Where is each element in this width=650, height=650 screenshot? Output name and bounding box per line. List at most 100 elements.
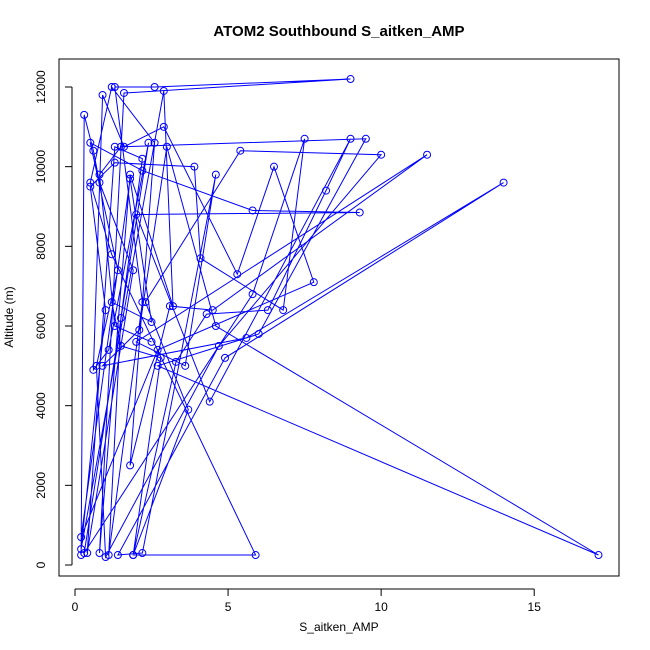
data-point xyxy=(116,314,125,323)
data-point xyxy=(190,162,199,171)
data-point xyxy=(205,397,214,406)
data-point xyxy=(211,170,220,179)
data-point xyxy=(80,110,89,119)
data-point xyxy=(83,549,92,558)
data-point xyxy=(153,361,162,370)
data-point xyxy=(300,134,309,143)
data-point xyxy=(80,549,89,558)
data-point xyxy=(172,357,181,366)
data-point xyxy=(248,206,257,215)
data-point xyxy=(116,341,125,350)
chart-title: ATOM2 Southbound S_aitken_AMP xyxy=(213,23,464,40)
data-point xyxy=(196,254,205,263)
data-point xyxy=(135,325,144,334)
series-line xyxy=(80,78,599,559)
data-point xyxy=(208,306,217,315)
data-point xyxy=(168,302,177,311)
data-point xyxy=(110,322,119,330)
data-point xyxy=(86,138,95,147)
data-point xyxy=(86,182,95,191)
data-point xyxy=(594,551,603,560)
data-point xyxy=(162,142,171,151)
data-point xyxy=(113,266,122,275)
y-tick-label: 2000 xyxy=(34,472,48,499)
plot-frame xyxy=(58,58,620,577)
data-point xyxy=(129,551,138,560)
data-point xyxy=(251,551,260,560)
data-point xyxy=(254,329,263,338)
y-tick-label: 10000 xyxy=(34,150,48,184)
x-axis-label: S_aitken_AMP xyxy=(299,620,378,634)
series-layer xyxy=(77,75,603,562)
data-point xyxy=(92,361,101,370)
data-point xyxy=(107,298,116,307)
data-point xyxy=(322,186,331,195)
data-point xyxy=(377,150,386,159)
data-point xyxy=(86,178,95,187)
data-point xyxy=(138,549,147,558)
data-point xyxy=(221,353,230,362)
data-point xyxy=(263,306,272,315)
data-point xyxy=(309,278,318,287)
y-tick-label: 8000 xyxy=(34,233,48,260)
data-point xyxy=(119,142,128,151)
data-point xyxy=(104,345,113,354)
x-tick-label: 15 xyxy=(528,600,542,614)
data-point xyxy=(214,341,223,350)
data-point xyxy=(107,250,116,259)
data-point xyxy=(138,166,147,175)
y-tick-label: 4000 xyxy=(34,392,48,419)
data-point xyxy=(355,208,364,217)
data-point xyxy=(126,461,135,470)
y-axis-label: Altitude (m) xyxy=(2,286,16,347)
data-point xyxy=(153,345,162,354)
data-point xyxy=(126,174,135,183)
data-point xyxy=(147,318,156,327)
data-point xyxy=(159,86,168,95)
data-point xyxy=(95,549,104,558)
data-point xyxy=(202,310,211,319)
data-point xyxy=(110,83,119,91)
data-point xyxy=(147,337,156,346)
data-point xyxy=(116,142,125,151)
x-axis: 0 5 10 15 xyxy=(72,588,542,614)
data-point xyxy=(156,353,165,362)
data-point xyxy=(499,178,508,187)
data-point xyxy=(95,178,104,187)
data-point xyxy=(138,298,147,307)
data-point xyxy=(233,270,242,279)
data-point xyxy=(346,75,355,84)
data-point xyxy=(129,266,138,275)
x-tick-label: 0 xyxy=(72,600,79,614)
data-point xyxy=(132,210,141,219)
data-point xyxy=(107,83,116,91)
data-point xyxy=(159,122,168,131)
data-point xyxy=(141,298,150,307)
data-point xyxy=(248,290,257,299)
data-point xyxy=(138,154,147,163)
data-point xyxy=(77,533,86,542)
data-point xyxy=(89,146,98,155)
data-point xyxy=(279,306,288,315)
data-point xyxy=(119,88,128,97)
y-tick-label: 0 xyxy=(34,561,48,568)
data-point xyxy=(361,134,370,143)
data-point xyxy=(236,146,245,155)
x-tick-label: 10 xyxy=(374,600,388,614)
data-point xyxy=(98,361,107,370)
data-point xyxy=(110,158,119,167)
data-point xyxy=(98,90,107,99)
y-tick-label: 12000 xyxy=(34,70,48,104)
data-point xyxy=(150,83,159,91)
x-tick-label: 5 xyxy=(225,600,232,614)
data-point xyxy=(144,138,153,147)
data-point xyxy=(110,142,119,151)
data-point xyxy=(95,170,104,179)
data-point xyxy=(126,170,135,179)
data-point xyxy=(132,337,141,346)
y-axis: 0 2000 4000 6000 8000 10000 12000 xyxy=(34,70,73,568)
data-point xyxy=(269,162,278,171)
y-tick-label: 6000 xyxy=(34,312,48,339)
data-point xyxy=(101,553,110,562)
